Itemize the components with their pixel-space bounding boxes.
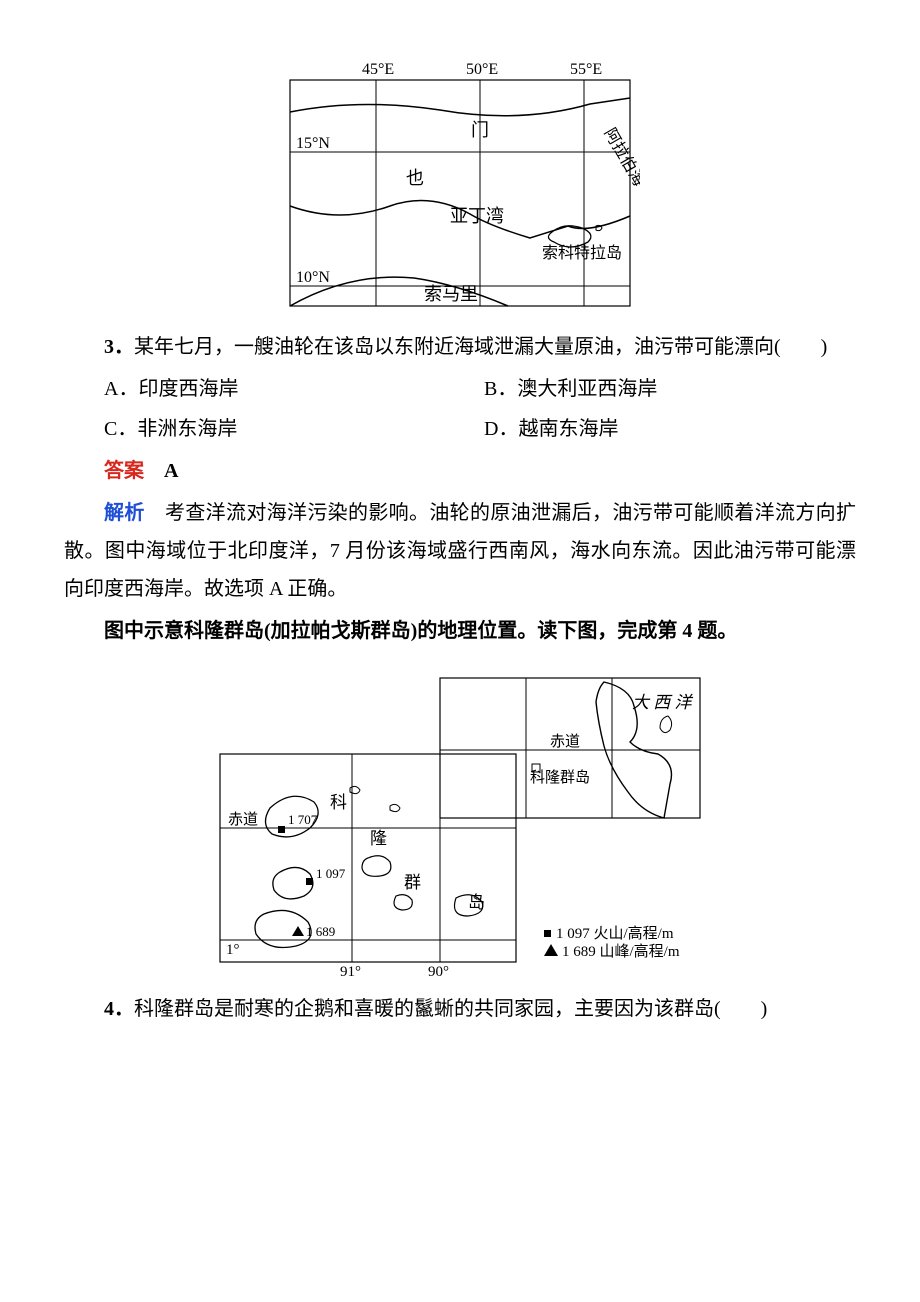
inset-equator: 赤道 [550, 733, 580, 750]
main-long: 隆 [370, 829, 387, 848]
q3-text: 某年七月，一艘油轮在该岛以东附近海域泄漏大量原油，油污带可能漂向( ) [134, 336, 827, 358]
q3-options: A．印度西海岸 B．澳大利亚西海岸 C．非洲东海岸 D．越南东海岸 [104, 370, 856, 448]
figure2-intro-text: 图中示意科隆群岛(加拉帕戈斯群岛)的地理位置。读下图，完成第 4 题。 [104, 620, 737, 642]
q3-explain: 解析 考查洋流对海洋污染的影响。油轮的原油泄漏后，油污带可能顺着洋流方向扩散。图… [64, 494, 856, 608]
lat-15n: 15°N [296, 135, 330, 152]
label-aden: 亚丁湾 [450, 206, 504, 226]
figure-gulf-of-aden: 45°E 50°E 55°E 15°N 10°N 门 也 亚丁湾 索马里 索科特… [280, 56, 640, 316]
q3-stem: 3．某年七月，一艘油轮在该岛以东附近海域泄漏大量原油，油污带可能漂向( ) [64, 328, 856, 366]
main-ke: 科 [330, 793, 347, 812]
inset-atlantic: 大 西 洋 [632, 693, 693, 712]
q3-option-d: D．越南东海岸 [484, 410, 856, 448]
h-1689: 1 689 [306, 924, 335, 939]
main-dao: 岛 [468, 893, 485, 912]
explain-label: 解析 [104, 502, 145, 524]
lon-50e: 50°E [466, 61, 498, 78]
h-1707: 1 707 [288, 812, 318, 827]
label-somalia: 索马里 [424, 284, 478, 304]
q3-option-a: A．印度西海岸 [104, 370, 476, 408]
q4-stem: 4．科隆群岛是耐寒的企鹅和喜暖的鬣蜥的共同家园，主要因为该群岛( ) [64, 990, 856, 1028]
h-1097: 1 097 [316, 866, 346, 881]
inset-kelong: 科隆群岛 [530, 769, 590, 786]
label-ye: 也 [406, 168, 424, 188]
label-arabian-sea: 阿拉伯海 [601, 125, 640, 189]
q3-option-b: B．澳大利亚西海岸 [484, 370, 856, 408]
main-lon91: 91° [340, 964, 361, 978]
answer-label: 答案 [104, 460, 144, 482]
figure-galapagos: 大 西 洋 赤道 科隆群岛 赤道 科 隆 群 岛 1° 91° 90° 1 70… [200, 658, 720, 978]
label-socotra: 索科特拉岛 [542, 244, 622, 262]
q3-explain-text: 考查洋流对海洋污染的影响。油轮的原油泄漏后，油污带可能顺着洋流方向扩散。图中海域… [64, 502, 856, 600]
label-men: 门 [471, 120, 489, 140]
q3-answer: A [164, 460, 178, 482]
main-equator: 赤道 [228, 811, 258, 828]
lat-10n: 10°N [296, 269, 330, 286]
legend-volcano: 1 097 火山/高程/m [556, 925, 674, 942]
figure2-intro: 图中示意科隆群岛(加拉帕戈斯群岛)的地理位置。读下图，完成第 4 题。 [64, 612, 856, 650]
main-lon90: 90° [428, 964, 449, 978]
main-1deg: 1° [226, 942, 240, 958]
legend-peak: 1 689 山峰/高程/m [562, 943, 680, 960]
lon-45e: 45°E [362, 61, 394, 78]
q3-number: 3． [104, 336, 134, 358]
q3-answer-line: 答案 A [64, 452, 856, 490]
q3-option-c: C．非洲东海岸 [104, 410, 476, 448]
q4-number: 4． [104, 998, 134, 1020]
main-qun: 群 [404, 873, 421, 892]
lon-55e: 55°E [570, 61, 602, 78]
q4-text: 科隆群岛是耐寒的企鹅和喜暖的鬣蜥的共同家园，主要因为该群岛( ) [134, 998, 767, 1020]
